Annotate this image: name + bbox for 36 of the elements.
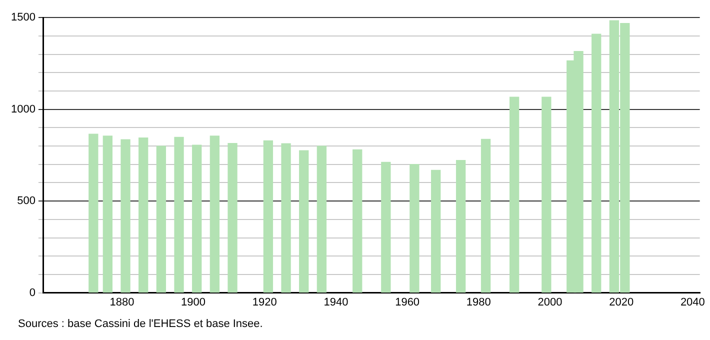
x-tick-label: 1880 [110, 296, 134, 308]
bar [210, 136, 220, 293]
x-tick-label: 1940 [324, 296, 348, 308]
bar [120, 139, 130, 293]
bar [592, 34, 602, 293]
bar [228, 142, 238, 293]
x-tick-label: 2000 [538, 296, 562, 308]
bar [410, 164, 420, 293]
x-tick-label: 1900 [181, 296, 206, 308]
bar [102, 136, 113, 293]
bar [456, 160, 466, 293]
y-tick-label: 0 [29, 286, 36, 299]
bar [156, 146, 166, 293]
bar [480, 138, 491, 293]
bar [138, 137, 148, 293]
x-tick-label: 2020 [609, 296, 634, 308]
bar [281, 143, 291, 293]
x-tick-label: 2040 [680, 296, 705, 308]
bar [88, 134, 98, 293]
bar [192, 144, 202, 293]
x-tick-label: 1960 [395, 296, 420, 308]
y-tick-label: 1000 [10, 103, 36, 116]
bar [381, 162, 391, 293]
bar [263, 140, 274, 293]
bar [299, 150, 309, 293]
bar [431, 170, 441, 293]
bar [509, 96, 520, 293]
bar [174, 136, 184, 293]
x-tick-label: 1980 [466, 296, 491, 308]
bar [542, 96, 552, 293]
y-tick-label: 1500 [10, 12, 36, 24]
bar [316, 146, 327, 293]
bar [352, 149, 362, 293]
source-note: Sources : base Cassini de l'EHESS et base Insee. [18, 318, 264, 330]
y-tick-label: 500 [17, 195, 36, 208]
x-tick-label: 1920 [252, 296, 277, 308]
